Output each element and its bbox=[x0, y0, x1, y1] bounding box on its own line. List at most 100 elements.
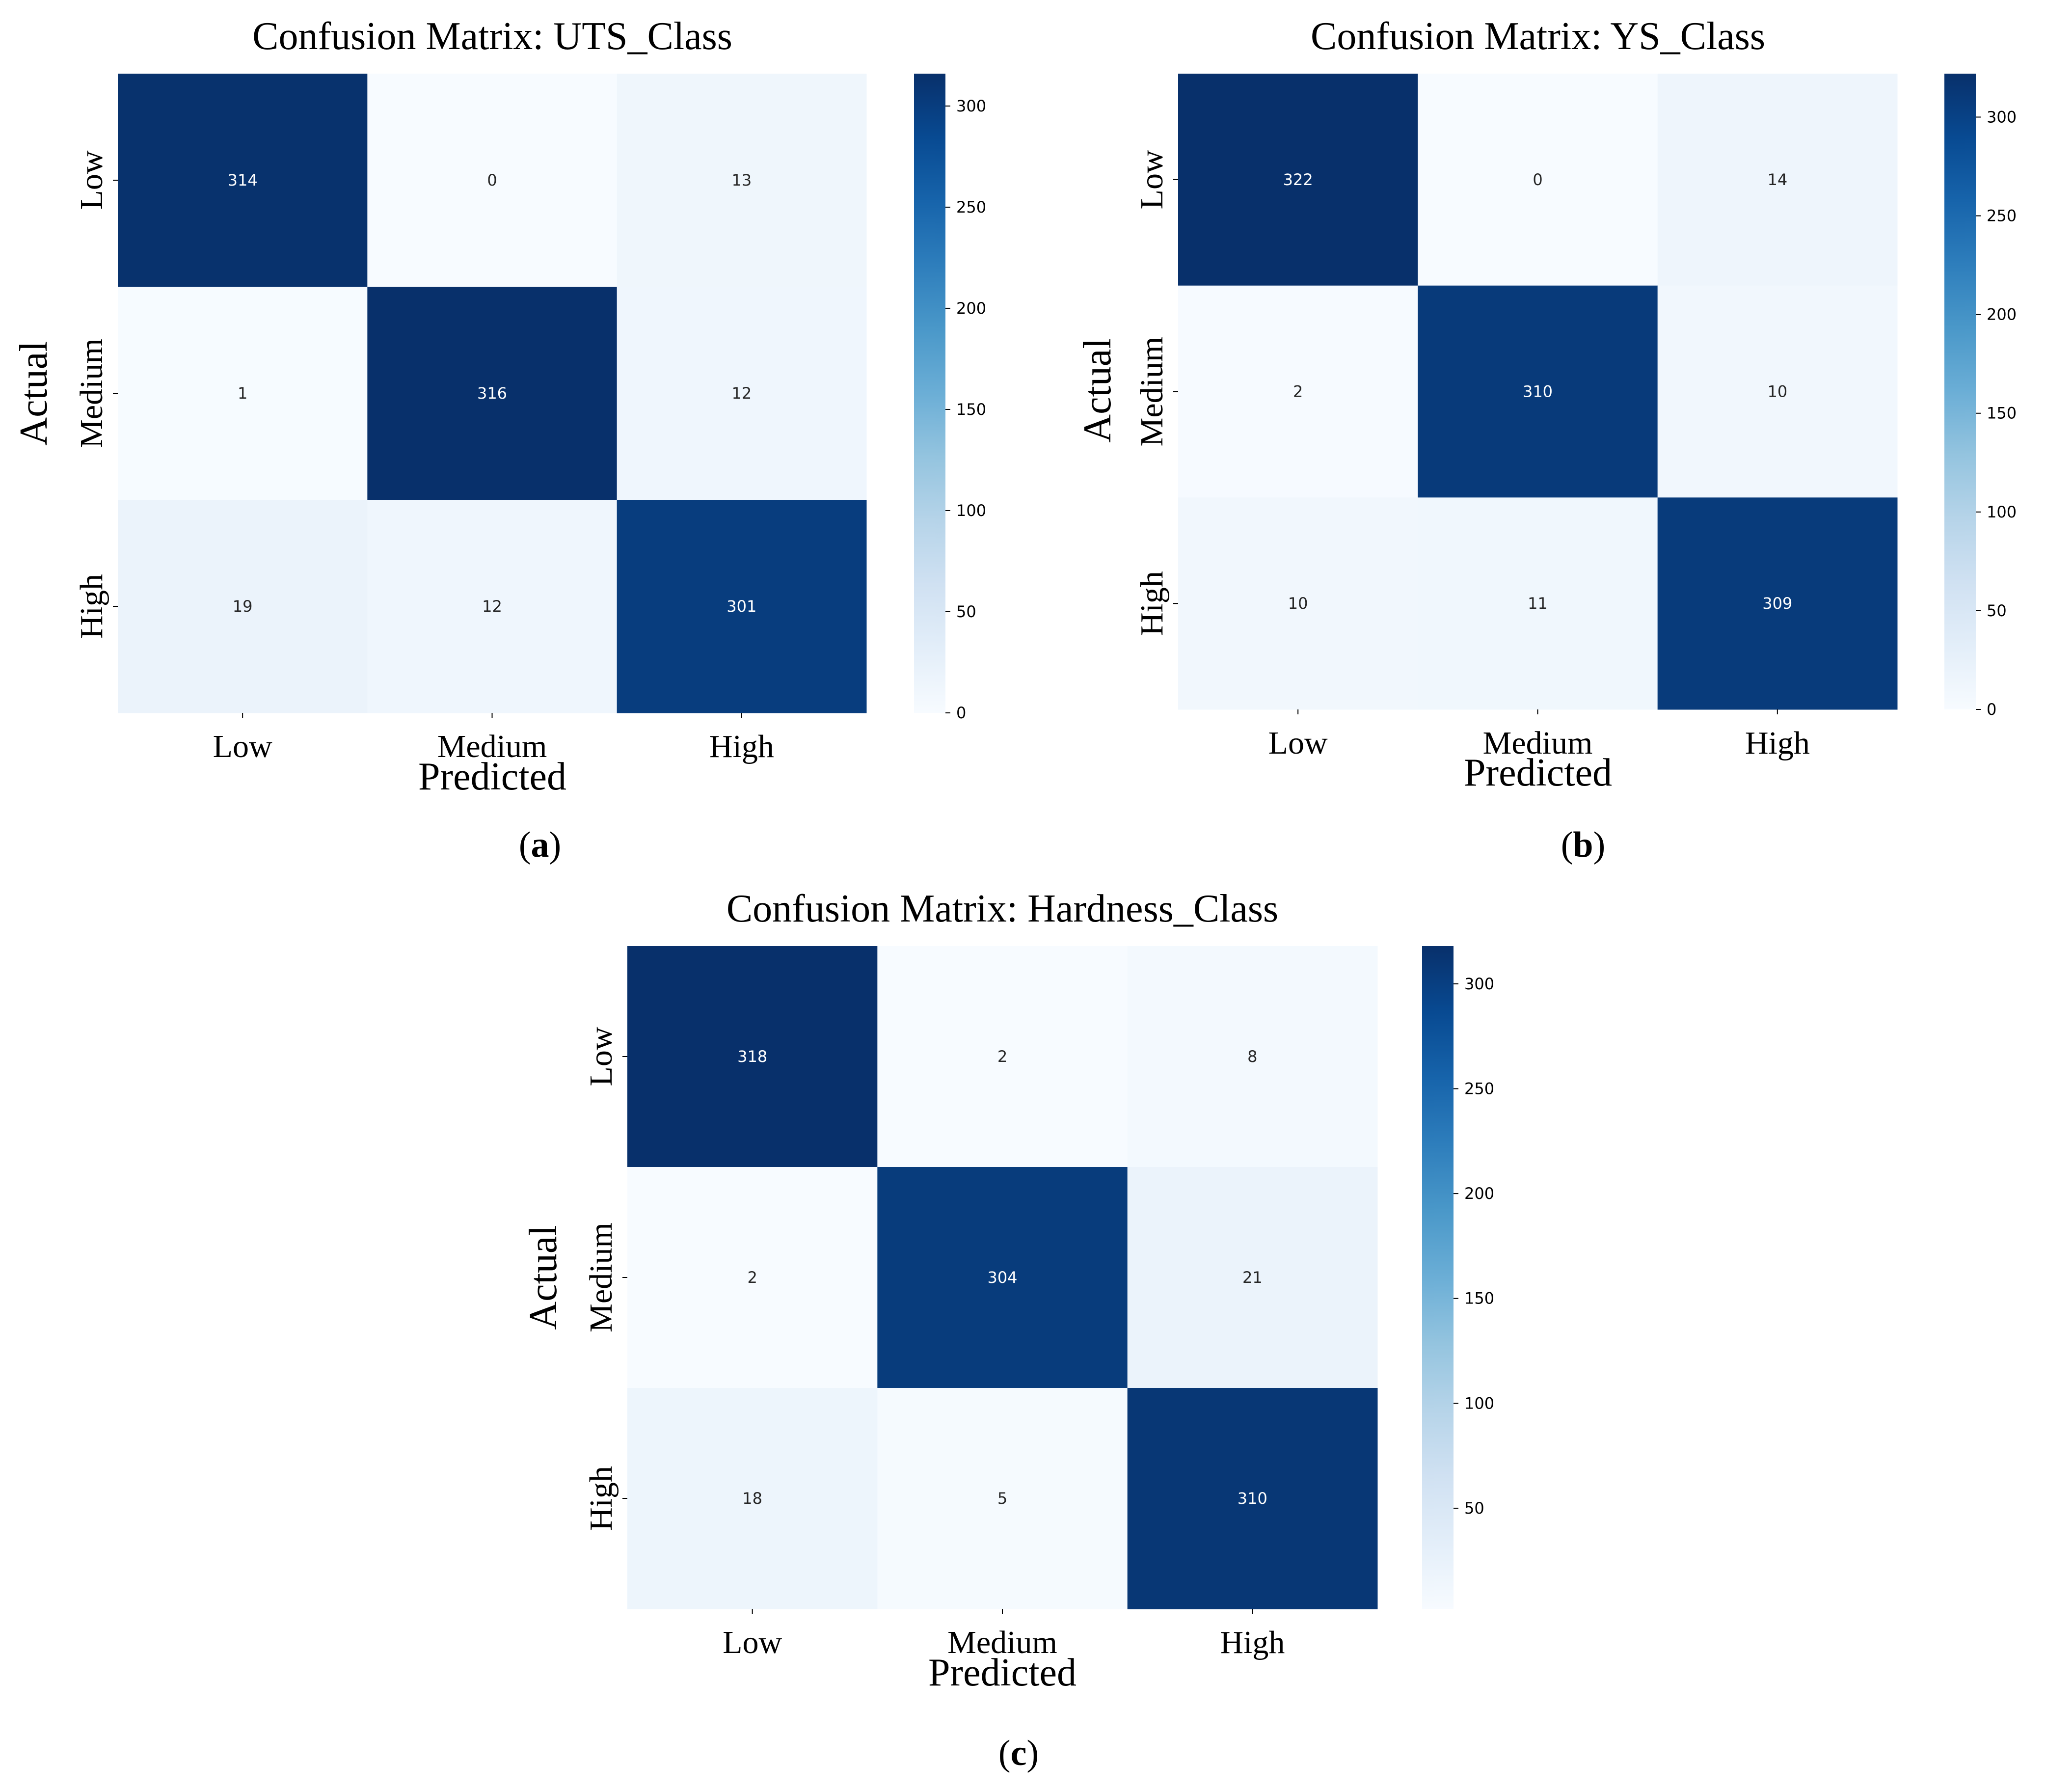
x-tick-label: Low bbox=[1268, 725, 1328, 761]
colorbar-tick-label: 250 bbox=[956, 198, 986, 217]
colorbar bbox=[1422, 946, 1454, 1609]
cell-value-label: 12 bbox=[482, 597, 502, 616]
x-tick-label: High bbox=[1220, 1625, 1285, 1660]
heatmap-cell bbox=[1127, 1167, 1378, 1388]
panel-label-close: ) bbox=[1026, 1733, 1039, 1773]
cell-value-label: 309 bbox=[1762, 594, 1792, 613]
colorbar-tick-label: 50 bbox=[1987, 601, 2007, 620]
cell-value-label: 318 bbox=[737, 1047, 767, 1066]
cell-value-label: 12 bbox=[731, 384, 752, 403]
heatmap-cell bbox=[627, 946, 878, 1168]
x-tick-label: Medium bbox=[1483, 725, 1593, 761]
panel-label: (a) bbox=[519, 825, 561, 865]
heatmap-cell bbox=[1657, 285, 1898, 498]
x-tick-label: High bbox=[1745, 725, 1810, 761]
y-axis-title: Actual bbox=[12, 341, 55, 445]
x-axis-title: Predicted bbox=[418, 755, 566, 798]
heatmap-cell bbox=[877, 946, 1128, 1168]
y-tick-label: Medium bbox=[74, 338, 109, 448]
y-tick-label: High bbox=[583, 1466, 619, 1531]
colorbar-tick-label: 300 bbox=[956, 97, 986, 115]
heatmap-cell bbox=[1178, 285, 1418, 498]
colorbar-tick-label: 200 bbox=[1987, 305, 2017, 324]
heatmap-cell bbox=[1657, 497, 1898, 710]
cell-value-label: 0 bbox=[487, 171, 497, 190]
x-axis-title: Predicted bbox=[928, 1651, 1077, 1694]
x-tick-label: Low bbox=[723, 1625, 782, 1660]
cell-value-label: 10 bbox=[1288, 594, 1308, 613]
colorbar-tick-label: 250 bbox=[1987, 207, 2017, 225]
cell-value-label: 18 bbox=[742, 1489, 762, 1508]
heatmap-cell bbox=[617, 500, 867, 713]
panel-label-letter: c bbox=[1011, 1733, 1027, 1773]
cell-value-label: 316 bbox=[477, 384, 507, 403]
heatmap-cell bbox=[627, 1388, 878, 1609]
cell-value-label: 0 bbox=[1533, 170, 1542, 189]
panel-label: (b) bbox=[1561, 825, 1605, 865]
colorbar-tick-label: 150 bbox=[1987, 404, 2017, 423]
heatmap-cell bbox=[118, 74, 368, 287]
heatmap-cell bbox=[1178, 74, 1418, 286]
heatmap-panel-a: Confusion Matrix: UTS_Class 314 0 13 1 316 12 1… bbox=[12, 15, 986, 865]
panel-label-close: ) bbox=[1593, 825, 1606, 865]
cell-value-label: 310 bbox=[1238, 1489, 1267, 1508]
colorbar-tick-label: 50 bbox=[956, 602, 976, 621]
panel-label-letter: b bbox=[1573, 825, 1593, 865]
heatmap-panel-b: Confusion Matrix: YS_Class 322 0 14 2 310 10 10… bbox=[1076, 15, 2017, 865]
chart-title: Confusion Matrix: UTS_Class bbox=[252, 15, 732, 58]
colorbar-tick-label: 300 bbox=[1987, 108, 2017, 126]
heatmap-cell bbox=[367, 500, 618, 713]
y-tick-label: Medium bbox=[583, 1222, 619, 1332]
colorbar-tick-label: 100 bbox=[1464, 1394, 1494, 1412]
heatmap-cell bbox=[367, 287, 618, 500]
cell-value-label: 304 bbox=[987, 1268, 1017, 1287]
x-tick-label: Medium bbox=[437, 729, 547, 764]
cell-value-label: 21 bbox=[1242, 1268, 1263, 1287]
heatmap-cell bbox=[1127, 1388, 1378, 1609]
chart-title: Confusion Matrix: YS_Class bbox=[1311, 15, 1765, 58]
cell-value-label: 2 bbox=[1293, 382, 1303, 401]
y-tick-label: Low bbox=[74, 150, 109, 210]
heatmap-cell bbox=[118, 287, 368, 500]
heatmap-cell bbox=[1127, 946, 1378, 1168]
cell-value-label: 310 bbox=[1523, 382, 1553, 401]
cell-value-label: 11 bbox=[1528, 594, 1548, 613]
cell-value-label: 19 bbox=[233, 597, 253, 616]
x-tick-label: High bbox=[709, 729, 774, 764]
cell-value-label: 10 bbox=[1767, 382, 1787, 401]
colorbar-tick-label: 0 bbox=[956, 704, 966, 722]
heatmap-cell bbox=[617, 287, 867, 500]
panel-label-close: ) bbox=[549, 825, 562, 865]
x-tick-label: Medium bbox=[947, 1625, 1057, 1660]
heatmap-cell bbox=[367, 74, 618, 287]
heatmap-cell bbox=[627, 1167, 878, 1388]
y-tick-label: Low bbox=[583, 1027, 619, 1086]
cell-value-label: 13 bbox=[731, 171, 752, 190]
panel-label-letter: a bbox=[531, 825, 549, 865]
y-axis-title: Actual bbox=[1076, 338, 1119, 442]
y-tick-label: High bbox=[1134, 571, 1170, 636]
x-axis-title: Predicted bbox=[1464, 751, 1612, 794]
cell-value-label: 8 bbox=[1247, 1047, 1257, 1066]
cell-value-label: 5 bbox=[997, 1489, 1007, 1508]
heatmap-cell bbox=[1418, 285, 1658, 498]
panel-label-open: ( bbox=[519, 825, 531, 865]
heatmap-cell bbox=[1178, 497, 1418, 710]
cell-value-label: 1 bbox=[238, 384, 247, 403]
colorbar-tick-label: 200 bbox=[1464, 1184, 1494, 1203]
panel-label-open: ( bbox=[998, 1733, 1011, 1773]
heatmap-panel-c: Confusion Matrix: Hardness_Class 318 2 8 2 30… bbox=[522, 887, 1494, 1773]
y-tick-label: Medium bbox=[1134, 337, 1170, 447]
chart-title: Confusion Matrix: Hardness_Class bbox=[727, 887, 1278, 930]
panel-label: (c) bbox=[998, 1733, 1039, 1773]
y-tick-label: High bbox=[74, 574, 109, 639]
colorbar-tick-label: 50 bbox=[1464, 1499, 1484, 1518]
heatmap-cell bbox=[118, 500, 368, 713]
colorbar-tick-label: 150 bbox=[1464, 1289, 1494, 1308]
heatmap-cell bbox=[877, 1167, 1128, 1388]
cell-value-label: 322 bbox=[1283, 170, 1313, 189]
colorbar-tick-label: 100 bbox=[1987, 503, 2017, 521]
colorbar-tick-label: 300 bbox=[1464, 975, 1494, 993]
colorbar-tick-label: 100 bbox=[956, 501, 986, 520]
colorbar-tick-label: 250 bbox=[1464, 1080, 1494, 1098]
